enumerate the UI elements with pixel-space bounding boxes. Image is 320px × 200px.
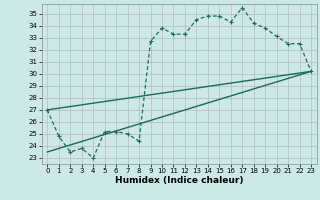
X-axis label: Humidex (Indice chaleur): Humidex (Indice chaleur) bbox=[115, 176, 244, 185]
